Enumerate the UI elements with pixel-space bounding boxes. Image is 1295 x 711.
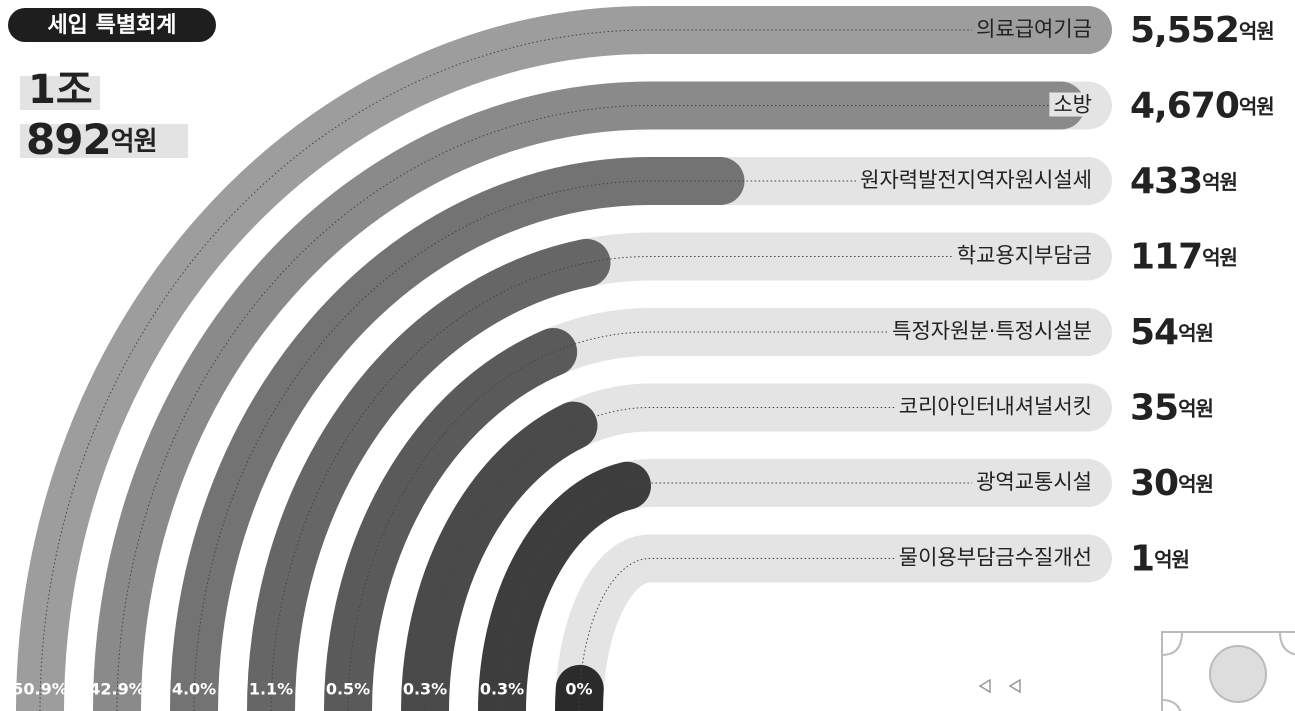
track — [555, 534, 1112, 711]
bar — [324, 308, 1112, 711]
bar — [247, 232, 1112, 711]
label-bg — [972, 17, 1094, 41]
label-bg — [894, 545, 1094, 570]
share-label: 50.9% — [12, 680, 68, 699]
total-line: 1조 — [28, 67, 93, 113]
highlight — [20, 76, 100, 110]
category-label: 물이용부담금수질개선 — [899, 546, 1092, 570]
value-number: 117 — [1130, 237, 1202, 278]
value-unit: 억원 — [1154, 547, 1189, 571]
value-unit: 억원 — [1178, 396, 1213, 420]
value-unit: 억원 — [1178, 321, 1213, 345]
guide-line — [578, 558, 1078, 711]
tracks: 의료급여기금소방원자력발전지역자원시설세학교용지부담금특정자원분·특정시설분코리… — [16, 6, 1112, 711]
label-bg — [856, 168, 1094, 192]
value-number: 1 — [1130, 539, 1154, 580]
share-label: 1.1% — [249, 680, 293, 699]
label-bg — [952, 243, 1094, 268]
value-number: 4,670 — [1130, 86, 1239, 127]
value-number: 54 — [1130, 312, 1178, 353]
guide-line — [501, 482, 1078, 711]
highlight — [20, 124, 188, 158]
category-label: 특정자원분·특정시설분 — [892, 319, 1092, 343]
guide-line — [116, 105, 1078, 711]
chart-title: 세입 특별회계 — [47, 13, 176, 38]
share-label: 0% — [565, 680, 592, 699]
category-label: 광역교통시설 — [976, 470, 1092, 494]
value-label: 54억원 — [1130, 312, 1213, 353]
share-label: 42.9% — [89, 680, 145, 699]
value-label: 117억원 — [1130, 237, 1237, 278]
total-number: 892 — [26, 115, 111, 164]
value-unit: 억원 — [1202, 170, 1237, 194]
guide-line — [347, 331, 1078, 711]
bar — [555, 534, 1112, 711]
share-label: 0.3% — [403, 680, 447, 699]
total-line: 892억원 — [26, 115, 157, 164]
value-number: 30 — [1130, 463, 1178, 504]
value-number: 5,552 — [1130, 10, 1239, 51]
value-unit: 억원 — [1178, 472, 1213, 496]
value-label: 1억원 — [1130, 539, 1189, 580]
share-label: 4.0% — [172, 680, 216, 699]
category-label: 소방 — [1053, 93, 1092, 117]
value-label: 35억원 — [1130, 388, 1213, 429]
value-unit: 억원 — [1239, 94, 1274, 118]
guide-line — [193, 180, 1078, 711]
value-label: 30억원 — [1130, 463, 1213, 504]
decor-icon — [978, 631, 1295, 711]
value-label: 433억원 — [1130, 161, 1237, 202]
value-number: 35 — [1130, 388, 1178, 429]
category-label: 학교용지부담금 — [957, 244, 1092, 268]
bar — [93, 81, 1112, 711]
category-label: 원자력발전지역자원시설세 — [860, 168, 1092, 192]
share-label: 0.5% — [326, 680, 370, 699]
label-bg — [888, 319, 1094, 343]
label-bg — [1049, 92, 1094, 117]
label-bg — [972, 470, 1094, 494]
category-label: 코리아인터내셔널서킷 — [899, 395, 1092, 419]
value-unit: 억원 — [1202, 245, 1237, 269]
value-label: 5,552억원 — [1130, 10, 1274, 51]
label-bg — [894, 394, 1094, 419]
value-number: 433 — [1130, 161, 1202, 202]
value-label: 4,670억원 — [1130, 86, 1274, 127]
title-pill — [8, 8, 216, 42]
category-label: 의료급여기금 — [976, 17, 1092, 41]
value-unit: 억원 — [1239, 19, 1274, 43]
total-unit: 억원 — [111, 127, 157, 157]
share-label: 0.3% — [480, 680, 524, 699]
